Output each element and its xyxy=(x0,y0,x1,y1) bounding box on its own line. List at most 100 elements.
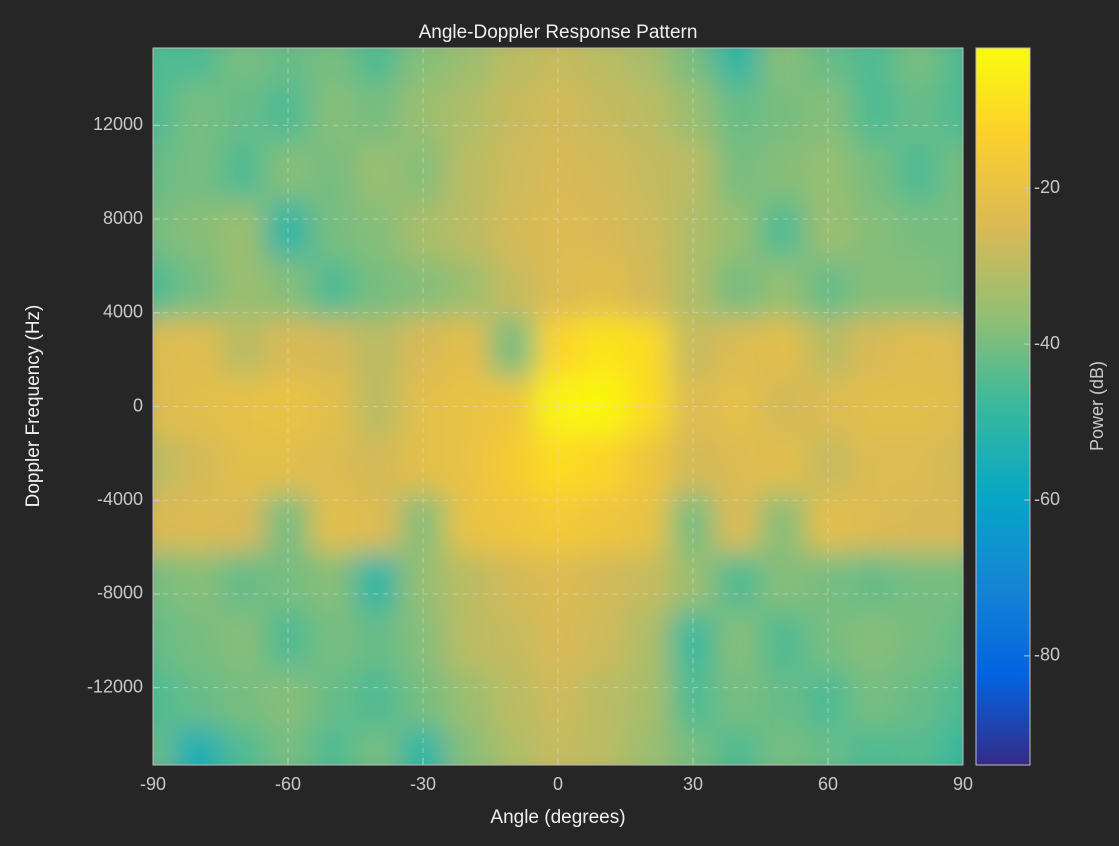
heatmap-cell xyxy=(715,142,761,202)
heatmap-cell xyxy=(490,728,536,765)
heatmap-cell xyxy=(940,318,963,378)
heatmap-cell xyxy=(895,669,941,730)
heatmap-cell xyxy=(625,552,671,613)
heatmap-cell xyxy=(760,83,806,144)
heatmap-cell xyxy=(940,435,963,495)
heatmap-cell xyxy=(715,200,761,261)
colorbar xyxy=(975,47,1031,766)
plot-frame xyxy=(152,47,964,766)
heatmap-cell xyxy=(175,48,221,85)
heatmap-cell xyxy=(580,142,626,202)
heatmap-cell xyxy=(895,552,941,613)
heatmap-cell xyxy=(715,435,761,495)
colorbar-tick-label: -20 xyxy=(1034,177,1060,197)
heatmap-cell xyxy=(715,552,761,613)
heatmap-cell xyxy=(310,200,356,261)
heatmap-cell xyxy=(310,669,356,730)
heatmap-cell xyxy=(940,200,963,261)
heatmap-cell xyxy=(445,83,491,144)
heatmap-cell xyxy=(445,493,491,554)
heatmap-cell xyxy=(580,493,626,554)
heatmap-cell xyxy=(153,493,176,554)
heatmap-cell xyxy=(850,435,896,495)
chart-title: Angle-Doppler Response Pattern xyxy=(419,22,698,43)
heatmap-cell xyxy=(445,142,491,202)
heatmap-cell xyxy=(220,259,266,320)
y-tick-label: -12000 xyxy=(87,676,143,696)
heatmap-cell xyxy=(805,435,851,495)
heatmap-cell xyxy=(715,493,761,554)
heatmap-cell xyxy=(940,611,963,671)
heatmap-cell xyxy=(895,435,941,495)
colorbar-label: Power (dB) xyxy=(1087,361,1107,451)
heatmap-cell xyxy=(355,48,401,85)
heatmap-cell xyxy=(490,669,536,730)
heatmap-cell xyxy=(625,493,671,554)
heatmap-cell xyxy=(760,435,806,495)
heatmap-cell xyxy=(310,611,356,671)
heatmap-cell xyxy=(153,728,176,765)
heatmap-cell xyxy=(850,259,896,320)
heatmap-cell xyxy=(175,318,221,378)
heatmap-cell xyxy=(445,435,491,495)
heatmap-cell xyxy=(625,611,671,671)
heatmap-cell xyxy=(850,552,896,613)
y-tick-label: 12000 xyxy=(93,114,143,134)
heatmap-cell xyxy=(715,611,761,671)
heatmap-cell xyxy=(175,200,221,261)
heatmap-cell xyxy=(153,142,176,202)
heatmap-cell xyxy=(895,318,941,378)
heatmap-cell xyxy=(490,435,536,495)
heatmap-cell xyxy=(310,552,356,613)
heatmap-cell xyxy=(175,142,221,202)
colorbar-tick-label: -40 xyxy=(1034,333,1060,353)
heatmap-cell xyxy=(220,552,266,613)
heatmap-cell xyxy=(895,493,941,554)
heatmap-cell xyxy=(445,318,491,378)
heatmap-cell xyxy=(175,493,221,554)
heatmap-cell xyxy=(153,48,176,85)
heatmap-cell xyxy=(760,669,806,730)
heatmap-cell xyxy=(760,200,806,261)
heatmap-cell xyxy=(355,318,401,378)
x-tick-label: 60 xyxy=(818,774,838,794)
heatmap-cell xyxy=(355,728,401,765)
heatmap-cell xyxy=(310,83,356,144)
heatmap-cell xyxy=(490,611,536,671)
heatmap xyxy=(153,48,963,765)
heatmap-cell xyxy=(310,318,356,378)
heatmap-cell xyxy=(625,435,671,495)
y-tick-label: -4000 xyxy=(97,489,143,509)
heatmap-cell xyxy=(760,48,806,85)
heatmap-cell xyxy=(895,259,941,320)
heatmap-cell xyxy=(355,142,401,202)
heatmap-cell xyxy=(220,318,266,378)
heatmap-cell xyxy=(670,83,716,144)
heatmap-cell xyxy=(445,669,491,730)
heatmap-cell xyxy=(310,48,356,85)
heatmap-cell xyxy=(805,493,851,554)
heatmap-cell xyxy=(580,259,626,320)
y-tick-label: 8000 xyxy=(103,208,143,228)
x-tick-label: 90 xyxy=(953,774,973,794)
heatmap-cell xyxy=(153,83,176,144)
heatmap-cell xyxy=(850,728,896,765)
heatmap-cell xyxy=(355,83,401,144)
heatmap-cell xyxy=(580,728,626,765)
heatmap-cell xyxy=(895,48,941,85)
heatmap-cell xyxy=(580,552,626,613)
heatmap-cell xyxy=(445,48,491,85)
heatmap-cell xyxy=(760,259,806,320)
heatmap-cell xyxy=(445,611,491,671)
heatmap-cell xyxy=(760,552,806,613)
heatmap-cell xyxy=(940,83,963,144)
heatmap-cell xyxy=(400,435,446,495)
heatmap-cell xyxy=(175,611,221,671)
heatmap-cell xyxy=(220,611,266,671)
heatmap-cell xyxy=(490,493,536,554)
heatmap-cell xyxy=(153,318,176,378)
x-tick-label: -30 xyxy=(410,774,436,794)
heatmap-cell xyxy=(310,259,356,320)
heatmap-cell xyxy=(715,48,761,85)
